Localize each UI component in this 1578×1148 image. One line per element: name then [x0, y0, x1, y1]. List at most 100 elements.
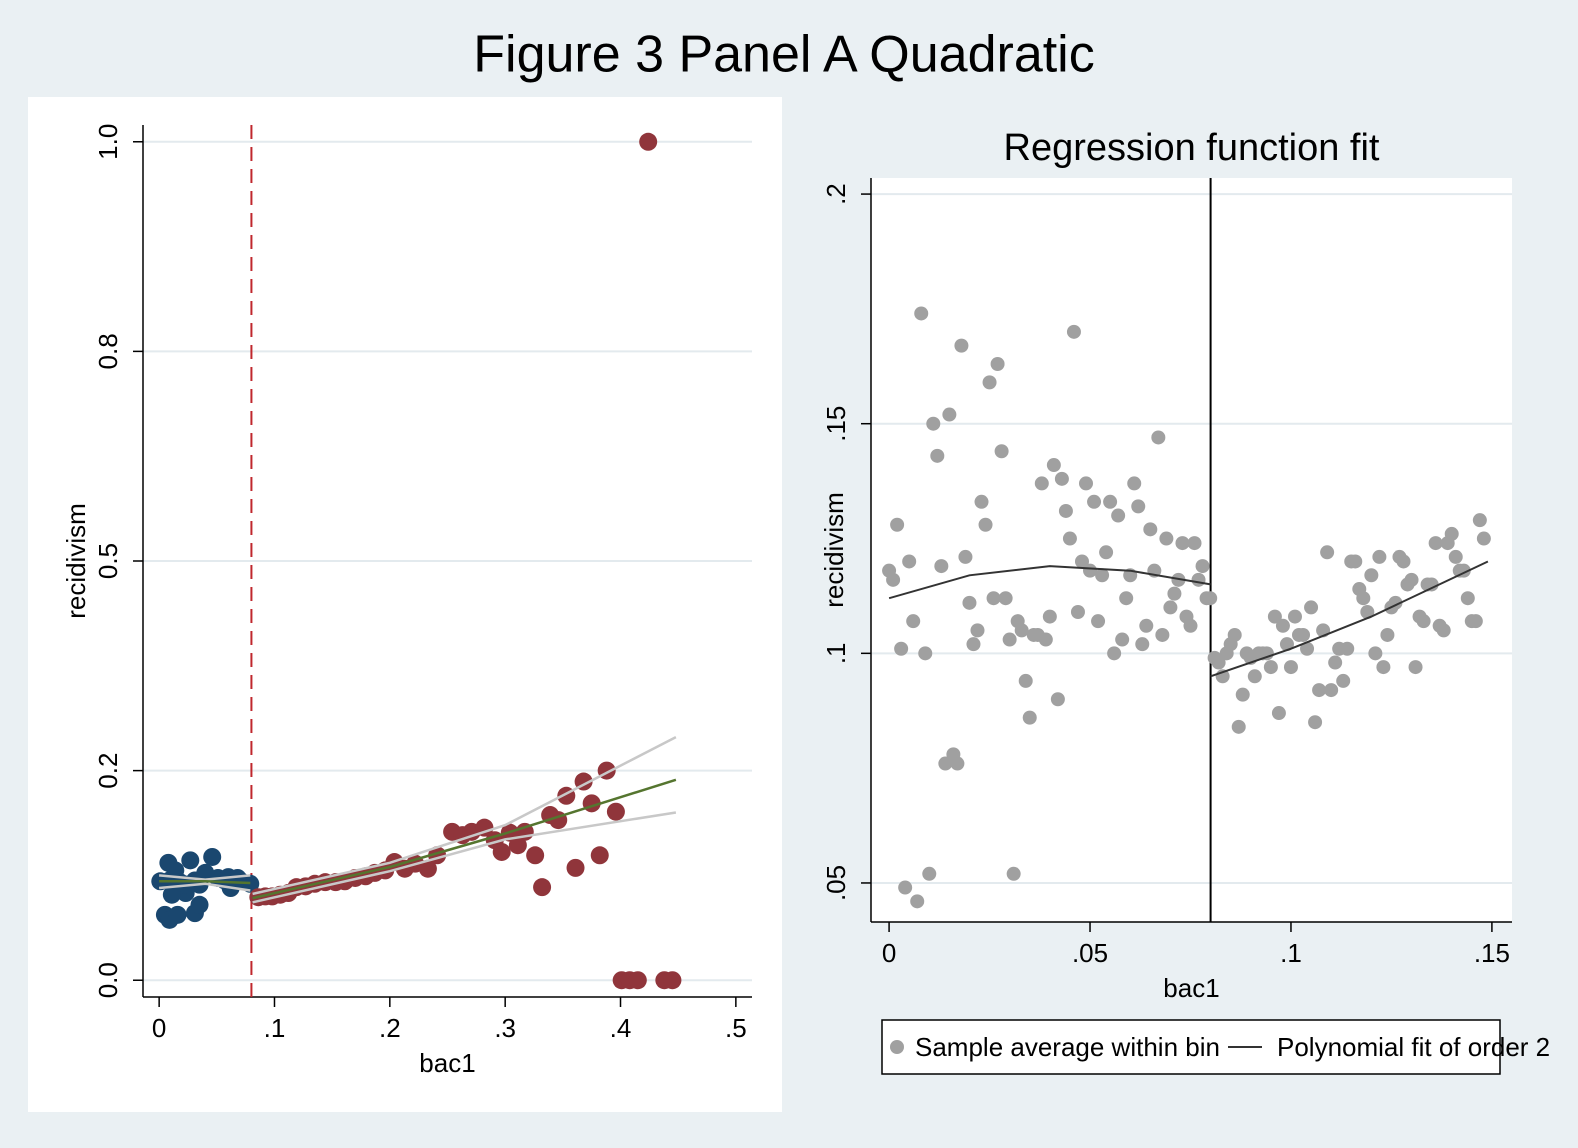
- point: [1460, 591, 1475, 606]
- y-tick-label: 0.2: [93, 753, 123, 789]
- point: [1296, 627, 1311, 642]
- point: [990, 357, 1005, 371]
- y-tick-label: 0.5: [93, 543, 123, 579]
- x-tick-label: 0: [152, 1013, 166, 1043]
- point: [1131, 499, 1146, 514]
- point: [1263, 660, 1278, 675]
- point: [1364, 568, 1379, 583]
- x-axis-title: bac1: [1163, 973, 1219, 1003]
- point: [533, 878, 552, 897]
- point: [1111, 508, 1126, 523]
- point: [962, 595, 977, 610]
- legend-box: [881, 1019, 1501, 1075]
- point: [1247, 669, 1262, 684]
- point: [1472, 513, 1487, 528]
- point: [1050, 692, 1065, 707]
- point: [974, 494, 989, 509]
- point: [1054, 471, 1069, 486]
- point: [1436, 623, 1451, 638]
- point: [663, 971, 682, 990]
- point: [1235, 687, 1250, 702]
- point: [1428, 536, 1443, 551]
- legend-label: Sample average within bin: [915, 1032, 1220, 1062]
- point: [1283, 660, 1298, 675]
- point: [970, 623, 985, 638]
- point: [1014, 623, 1029, 638]
- x-tick-label: .3: [494, 1013, 516, 1043]
- point: [1151, 430, 1166, 445]
- point: [1139, 618, 1154, 633]
- point: [590, 846, 609, 865]
- x-tick-label: .1: [264, 1013, 286, 1043]
- point: [1227, 627, 1242, 642]
- point: [1066, 324, 1081, 339]
- point: [1167, 586, 1182, 601]
- point: [1002, 632, 1017, 647]
- point: [1191, 572, 1206, 587]
- point: [181, 851, 200, 870]
- legend-label: Polynomial fit of order 2: [1277, 1032, 1550, 1062]
- y-tick-label: 1.0: [93, 124, 123, 160]
- point: [1203, 591, 1218, 606]
- fit-line: [158, 882, 251, 892]
- figure-title: Figure 3 Panel A Quadratic: [473, 26, 1095, 84]
- point: [1022, 710, 1037, 725]
- point: [1034, 476, 1049, 491]
- point: [1211, 655, 1226, 670]
- left-panel: [28, 97, 782, 1112]
- point: [1308, 715, 1323, 730]
- point: [639, 132, 658, 151]
- point: [926, 416, 941, 431]
- point: [922, 866, 937, 881]
- point: [938, 756, 953, 771]
- x-tick-label: .15: [1474, 938, 1510, 968]
- fit-line: [158, 874, 251, 881]
- point: [606, 802, 625, 821]
- point: [1368, 646, 1383, 661]
- point: [950, 756, 965, 771]
- point: [934, 559, 949, 574]
- point: [1163, 600, 1178, 615]
- point: [203, 847, 222, 866]
- point: [1083, 563, 1098, 578]
- point: [1070, 605, 1085, 619]
- point: [1312, 683, 1327, 698]
- point: [1143, 522, 1158, 537]
- point: [1115, 632, 1130, 647]
- point: [1448, 549, 1463, 564]
- legend-marker: [890, 1040, 904, 1054]
- point: [1091, 614, 1106, 629]
- fit-line: [252, 735, 677, 896]
- x-tick-label: .2: [379, 1013, 401, 1043]
- point: [508, 836, 527, 855]
- point: [1404, 572, 1419, 587]
- point: [1279, 637, 1294, 652]
- point: [1324, 683, 1339, 698]
- point: [1287, 609, 1302, 624]
- point: [986, 591, 1001, 606]
- point: [1304, 600, 1319, 615]
- point: [1271, 706, 1286, 721]
- point: [918, 646, 933, 661]
- point: [1416, 614, 1431, 629]
- x-tick-label: .5: [725, 1013, 747, 1043]
- point: [1087, 494, 1102, 509]
- x-tick-label: .05: [1072, 938, 1108, 968]
- point: [910, 894, 925, 909]
- point: [1376, 660, 1391, 675]
- point: [982, 375, 997, 390]
- point: [1300, 641, 1315, 656]
- point: [1356, 591, 1371, 606]
- x-tick-label: .4: [610, 1013, 632, 1043]
- point: [1348, 554, 1363, 569]
- point: [1046, 458, 1061, 473]
- point: [1275, 618, 1290, 633]
- point: [492, 842, 511, 861]
- chart-title: Regression function fit: [1004, 127, 1380, 169]
- point: [1107, 646, 1122, 661]
- y-tick-label: .15: [821, 406, 851, 442]
- point: [1095, 568, 1110, 583]
- point: [886, 572, 901, 587]
